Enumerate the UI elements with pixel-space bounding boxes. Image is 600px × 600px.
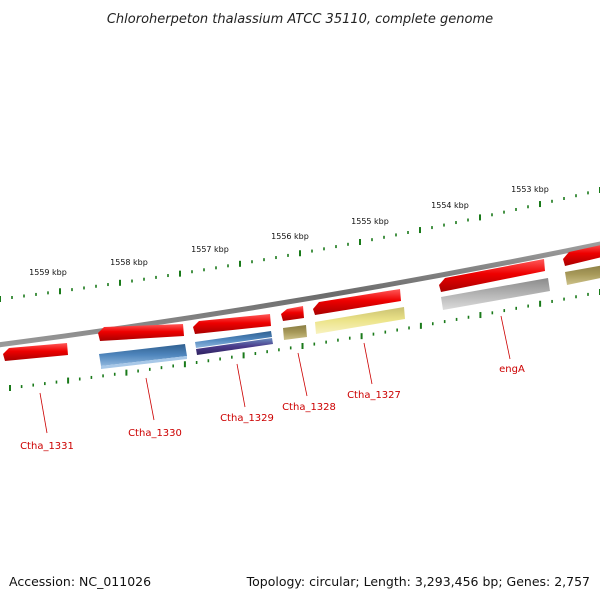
gene-feature-right-edge-forward[interactable] — [563, 243, 600, 266]
gene-label-ctha1331: Ctha_1331 — [20, 441, 74, 452]
gene-feature-ctha1327[interactable] — [315, 307, 405, 334]
gene-label-enga: engA — [499, 364, 525, 375]
leader-ctha1329 — [236, 363, 246, 408]
gene-feature-right-edge-olive[interactable] — [565, 264, 600, 285]
kbp-label-1558: 1558 kbp — [110, 258, 148, 267]
accession-label: Accession: NC_011026 — [9, 574, 151, 589]
genome-summary-label: Topology: circular; Length: 3,293,456 bp… — [246, 574, 590, 589]
gene-feature-enga[interactable] — [441, 278, 550, 310]
gene-label-ctha1327: Ctha_1327 — [347, 390, 401, 401]
kbp-label-1553: 1553 kbp — [511, 185, 549, 194]
gene-label-ctha1328: Ctha_1328 — [282, 402, 336, 413]
leader-ctha1327 — [363, 342, 373, 385]
genome-backbone — [0, 241, 600, 348]
leader-ctha1328 — [297, 352, 308, 397]
gene-feature-ctha1329[interactable] — [196, 338, 273, 355]
inner-tick-scale — [9, 289, 600, 391]
kbp-label-1555: 1555 kbp — [351, 217, 389, 226]
kbp-label-1554: 1554 kbp — [431, 201, 469, 210]
leader-ctha1331 — [39, 392, 48, 434]
gene-feature-ctha1328-forward[interactable] — [281, 306, 304, 321]
gene-feature-ctha1329-upper[interactable] — [195, 331, 272, 348]
chart-title: Chloroherpeton thalassium ATCC 35110, co… — [107, 12, 493, 27]
gene-feature-ctha1331[interactable] — [3, 343, 68, 361]
leader-enga — [500, 315, 511, 360]
outer-tick-scale — [0, 187, 600, 302]
gene-feature-ctha1330[interactable] — [99, 344, 187, 369]
leader-ctha1330 — [145, 377, 155, 421]
gene-label-ctha1330: Ctha_1330 — [128, 428, 182, 439]
gene-feature-ctha1330-forward[interactable] — [98, 324, 184, 341]
kbp-label-1556: 1556 kbp — [271, 232, 309, 241]
gene-feature-ctha1329-forward[interactable] — [193, 314, 271, 334]
gene-feature-ctha1327-forward[interactable] — [313, 289, 401, 315]
gene-leader-lines — [39, 315, 511, 434]
kbp-label-1557: 1557 kbp — [191, 245, 229, 254]
gene-feature-ctha1328[interactable] — [283, 325, 307, 340]
gene-feature-enga-forward[interactable] — [439, 259, 545, 292]
gene-label-ctha1329: Ctha_1329 — [220, 413, 274, 424]
kbp-label-1559: 1559 kbp — [29, 268, 67, 277]
